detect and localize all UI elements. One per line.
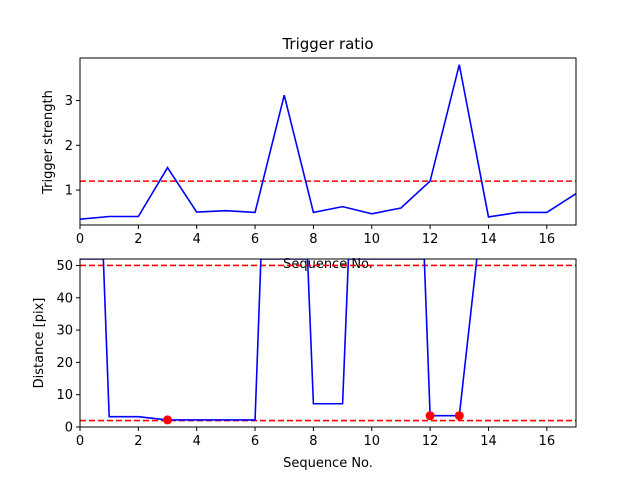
x-tick-label: 0	[76, 434, 84, 449]
data-point-marker	[425, 411, 435, 421]
x-tick-label: 2	[134, 232, 142, 247]
plot-frame	[79, 57, 577, 226]
distance-plot: Distance [pix] Sequence No. 0 2 4 6 8 10 12 14 1…	[32, 258, 577, 471]
y-tick-label: 10	[56, 388, 73, 403]
x-tick-label: 8	[309, 232, 317, 247]
x-tick-label: 14	[480, 434, 497, 449]
x-tick-label: 6	[251, 232, 259, 247]
x-tick-label: 4	[193, 434, 201, 449]
series-line	[80, 259, 478, 421]
data-point-marker	[163, 415, 173, 425]
data-point-marker	[454, 411, 464, 421]
y-axis-label: Trigger strength	[41, 90, 56, 195]
x-tick-label: 12	[422, 434, 439, 449]
plot-frame	[79, 258, 577, 428]
x-axis-label: Sequence No.	[283, 257, 373, 272]
x-tick-label: 10	[363, 232, 380, 247]
trigger-ratio-plot: Trigger ratio Trigger strength Sequence …	[41, 35, 577, 272]
x-tick-label: 14	[480, 232, 497, 247]
series-line	[80, 64, 576, 220]
x-axis-label: Sequence No.	[283, 456, 373, 471]
y-tick-label: 3	[65, 94, 73, 109]
y-tick-label: 30	[56, 324, 73, 339]
y-axis-label: Distance [pix]	[32, 298, 47, 389]
x-tick-label: 16	[539, 434, 556, 449]
y-tick-label: 1	[65, 184, 73, 199]
x-tick-label: 0	[76, 232, 84, 247]
x-tick-label: 2	[134, 434, 142, 449]
x-tick-label: 4	[193, 232, 201, 247]
y-tick-label: 20	[56, 356, 73, 371]
x-tick-label: 12	[422, 232, 439, 247]
y-tick-label: 40	[56, 291, 73, 306]
y-tick-label: 0	[65, 421, 73, 436]
x-tick-label: 10	[363, 434, 380, 449]
y-tick-label: 2	[65, 139, 73, 154]
x-tick-label: 16	[539, 232, 556, 247]
chart-title: Trigger ratio	[281, 35, 373, 53]
x-tick-label: 8	[309, 434, 317, 449]
x-tick-label: 6	[251, 434, 259, 449]
y-tick-label: 50	[56, 259, 73, 274]
